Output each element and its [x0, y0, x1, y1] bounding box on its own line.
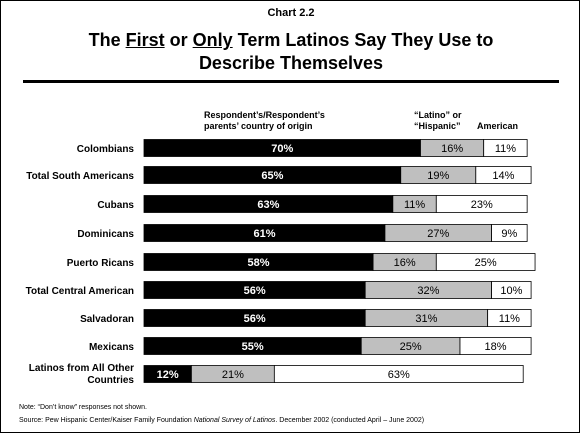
- legend-origin-line-2: parents’ country of origin: [204, 121, 313, 131]
- value-label-origin: 70%: [271, 143, 293, 155]
- bar-segment-american: [491, 281, 532, 299]
- bar-row-8: Mexicans 55% 25% 18%: [89, 337, 532, 355]
- bar-segment-american: [491, 224, 528, 242]
- bar-row-2: Total South Americans 65% 19% 14%: [26, 166, 532, 184]
- category-label: Cubans: [97, 200, 134, 211]
- category-label: Dominicans: [77, 229, 134, 240]
- bar-segment-american: [273, 365, 524, 383]
- category-label: Puerto Ricans: [67, 258, 135, 269]
- legend-latino-line-2: “Hispanic”: [414, 121, 461, 131]
- title-rule: [23, 80, 559, 83]
- category-label: Mexicans: [89, 342, 134, 353]
- value-label-american: 11%: [495, 143, 516, 155]
- value-label-american: 11%: [499, 313, 520, 325]
- chart-title: The First or Only Term Latinos Say They …: [1, 29, 579, 75]
- category-label: Total South Americans: [26, 171, 134, 182]
- legend-origin-line-1: Respondent’s/Respondent’s: [204, 110, 325, 120]
- legend-latino: “Latino” or “Hispanic”: [414, 110, 462, 132]
- title-part-1: The: [88, 30, 126, 50]
- source-note: Source: Pew Hispanic Center/Kaiser Famil…: [19, 416, 424, 425]
- value-label-latino: 27%: [427, 228, 449, 240]
- value-label-american: 10%: [500, 285, 522, 297]
- footnote: Note: “Don’t know” responses not shown.: [19, 404, 148, 411]
- title-part-2: or: [164, 30, 193, 50]
- value-label-latino: 21%: [222, 369, 244, 381]
- value-label-american: 25%: [475, 257, 497, 269]
- source-survey-name: National Survey of Latinos: [193, 417, 276, 424]
- category-label: Latinos from All Other Countries: [29, 363, 135, 386]
- value-label-origin: 63%: [257, 199, 279, 211]
- bar-segment-american: [487, 309, 532, 327]
- value-label-origin: 65%: [261, 170, 283, 182]
- value-label-origin: 12%: [157, 369, 179, 381]
- bar-segment-american: [435, 253, 536, 271]
- legend-origin: Respondent’s/Respondent’s parents’ count…: [204, 110, 325, 132]
- bar-row-7: Salvadoran 56% 31% 11%: [80, 309, 532, 327]
- category-label: Colombians: [77, 144, 135, 155]
- value-label-origin: 56%: [244, 285, 266, 297]
- bar-row-1: Colombians 70% 16% 11%: [77, 139, 528, 157]
- bar-segment-american: [459, 337, 532, 355]
- bar-row-6: Total Central American 56% 32% 10%: [26, 281, 532, 299]
- source-suffix: . December 2002 (conducted April – June …: [275, 417, 425, 424]
- source-prefix: Source: Pew Hispanic Center/Kaiser Famil…: [19, 417, 194, 424]
- value-label-latino: 19%: [427, 170, 449, 182]
- bar-row-4: Dominicans 61% 27% 9%: [77, 224, 528, 242]
- value-label-latino: 16%: [394, 257, 416, 269]
- bar-row-9: Latinos from All Other Countries 12% 21% 63%: [29, 363, 524, 386]
- value-label-origin: 61%: [253, 228, 275, 240]
- title-part-3: Term Latinos Say They Use to: [232, 30, 494, 50]
- category-label: Total Central American: [26, 286, 134, 297]
- value-label-american: 9%: [501, 228, 517, 240]
- title-line-2: Describe Themselves: [198, 53, 384, 73]
- bar-segment-american: [483, 139, 528, 157]
- value-label-origin: 55%: [242, 341, 264, 353]
- value-label-latino: 16%: [441, 143, 463, 155]
- legend-american: American: [477, 121, 519, 131]
- legend-latino-line-1: “Latino” or: [414, 110, 462, 120]
- bar-segment-american: [475, 166, 532, 184]
- value-label-latino: 32%: [417, 285, 439, 297]
- value-label-latino: 11%: [404, 199, 425, 211]
- bar-row-3: Cubans 63% 11% 23%: [97, 195, 528, 213]
- title-only: Only: [192, 30, 233, 50]
- value-label-american: 14%: [492, 170, 514, 182]
- chart-number: Chart 2.2: [267, 7, 315, 19]
- value-label-american: 23%: [471, 199, 493, 211]
- category-label: Salvadoran: [80, 314, 134, 325]
- bar-segment-american: [435, 195, 528, 213]
- value-label-origin: 56%: [244, 313, 266, 325]
- value-label-origin: 58%: [248, 257, 270, 269]
- bar-row-5: Puerto Ricans 58% 16% 25%: [67, 253, 536, 271]
- value-label-latino: 25%: [400, 341, 422, 353]
- value-label-american: 63%: [388, 369, 410, 381]
- title-first: First: [125, 30, 165, 50]
- value-label-american: 18%: [485, 341, 507, 353]
- value-label-latino: 31%: [415, 313, 437, 325]
